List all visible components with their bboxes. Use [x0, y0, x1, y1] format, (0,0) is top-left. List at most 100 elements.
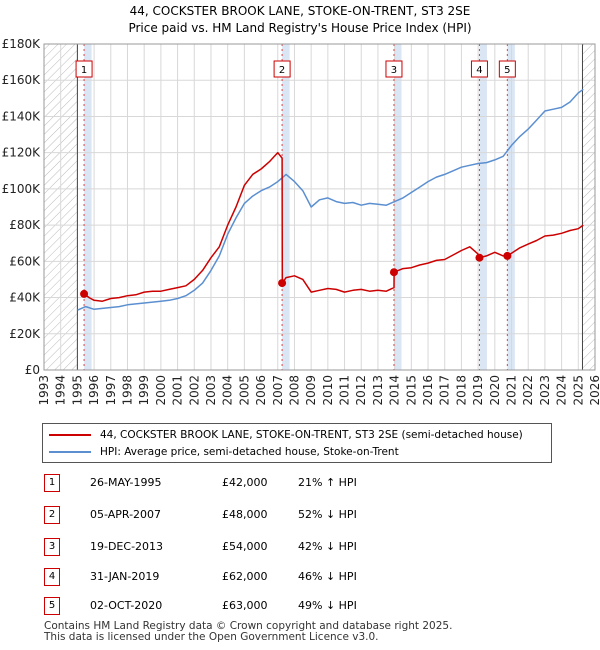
sale-hpi-change: 46% ↓ HPI — [298, 570, 357, 583]
y-tick-label: £140K — [2, 109, 42, 123]
sale-label-2: 2 — [279, 65, 285, 76]
x-tick-label: 2007 — [271, 375, 285, 406]
sale-hpi-change: 42% ↓ HPI — [298, 540, 357, 553]
sale-label-1: 1 — [81, 65, 87, 76]
x-tick-label: 2021 — [505, 375, 519, 406]
x-tick-label: 2000 — [154, 375, 168, 406]
sale-band-4 — [479, 44, 487, 370]
sale-point-2 — [278, 279, 287, 288]
y-tick-label: £80K — [9, 218, 41, 232]
sale-price: £48,000 — [222, 508, 268, 521]
y-tick-label: £0 — [25, 363, 40, 377]
footer-line1: Contains HM Land Registry data © Crown c… — [44, 620, 453, 632]
plot-area — [44, 44, 595, 370]
x-tick-label: 2011 — [338, 375, 352, 406]
y-tick-label: £40K — [9, 291, 41, 305]
sale-label-box-3 — [385, 60, 403, 78]
sale-label-box-4 — [470, 60, 488, 78]
sale-point-3 — [389, 268, 398, 277]
sale-band-1 — [84, 44, 92, 370]
sale-hpi-change: 21% ↑ HPI — [298, 476, 357, 489]
x-tick-label: 2002 — [187, 375, 201, 406]
x-tick-label: 1996 — [87, 375, 101, 406]
sale-label-3: 3 — [391, 65, 397, 76]
y-tick-label: £180K — [2, 37, 42, 51]
x-tick-label: 2018 — [454, 375, 468, 406]
plot-frame — [43, 43, 596, 371]
x-tick-label: 1999 — [137, 375, 151, 406]
sale-date: 05-APR-2007 — [90, 508, 162, 521]
x-tick-label: 1997 — [104, 375, 118, 406]
series-line-hpi — [77, 88, 584, 311]
chart-title-line2: Price paid vs. HM Land Registry's House … — [128, 21, 472, 35]
footer-line2: This data is licensed under the Open Gov… — [44, 631, 379, 643]
x-tick-label: 2019 — [471, 375, 485, 406]
sale-marker-number: 1 — [44, 474, 60, 492]
sale-price: £62,000 — [222, 570, 268, 583]
x-tick-label: 2015 — [404, 375, 418, 406]
sale-label-box-1 — [75, 60, 93, 78]
y-tick-label: £100K — [2, 182, 42, 196]
x-tick-label: 2025 — [571, 375, 585, 406]
legend-swatch-property — [49, 434, 91, 436]
legend-label-hpi: HPI: Average price, semi-detached house,… — [100, 446, 399, 458]
x-tick-label: 2016 — [421, 375, 435, 406]
chart-title-line1: 44, COCKSTER BROOK LANE, STOKE-ON-TRENT,… — [129, 4, 471, 18]
sale-date: 26-MAY-1995 — [90, 476, 162, 489]
x-tick-label: 1993 — [37, 375, 51, 406]
chart-legend: 44, COCKSTER BROOK LANE, STOKE-ON-TRENT,… — [42, 423, 552, 463]
x-tick-label: 1998 — [120, 375, 134, 406]
x-tick-label: 2024 — [555, 375, 569, 406]
x-tick-label: 2022 — [521, 375, 535, 406]
x-tick-label: 2001 — [171, 375, 185, 406]
x-tick-label: 2020 — [488, 375, 502, 406]
sale-date: 31-JAN-2019 — [90, 570, 160, 583]
x-tick-label: 2012 — [354, 375, 368, 406]
x-tick-label: 2017 — [438, 375, 452, 406]
sale-point-5 — [503, 251, 512, 260]
sale-marker-number: 3 — [44, 538, 60, 556]
y-tick-label: £120K — [2, 146, 42, 160]
sale-price: £42,000 — [222, 476, 268, 489]
x-tick-label: 1994 — [54, 375, 68, 406]
sale-price: £54,000 — [222, 540, 268, 553]
x-tick-label: 1995 — [70, 375, 84, 406]
sale-label-5: 5 — [504, 65, 510, 76]
x-tick-label: 2004 — [221, 375, 235, 406]
y-tick-label: £60K — [9, 254, 41, 268]
sale-date: 02-OCT-2020 — [90, 599, 163, 612]
sale-label-box-2 — [273, 60, 291, 78]
legend-swatch-hpi — [49, 451, 91, 453]
x-tick-label: 2014 — [388, 375, 402, 406]
x-tick-label: 2013 — [371, 375, 385, 406]
x-tick-label: 2006 — [254, 375, 268, 406]
x-tick-label: 2003 — [204, 375, 218, 406]
sale-point-1 — [80, 289, 89, 298]
y-tick-label: £160K — [2, 73, 42, 87]
x-tick-label: 2023 — [538, 375, 552, 406]
series-line-property — [83, 151, 584, 302]
hatch-region-1 — [582, 44, 595, 370]
x-tick-label: 2026 — [588, 375, 600, 406]
y-tick-label: £20K — [9, 327, 41, 341]
legend-item-property: 44, COCKSTER BROOK LANE, STOKE-ON-TRENT,… — [49, 427, 523, 443]
x-tick-label: 2009 — [304, 375, 318, 406]
legend-label-property: 44, COCKSTER BROOK LANE, STOKE-ON-TRENT,… — [100, 429, 523, 441]
sale-marker-number: 4 — [44, 568, 60, 586]
sale-date: 19-DEC-2013 — [90, 540, 164, 553]
sale-band-2 — [282, 44, 290, 370]
sale-price: £63,000 — [222, 599, 268, 612]
x-tick-label: 2008 — [287, 375, 301, 406]
sale-hpi-change: 49% ↓ HPI — [298, 599, 357, 612]
sale-label-box-5 — [498, 60, 516, 78]
sale-band-3 — [393, 44, 402, 370]
sale-label-4: 4 — [476, 65, 482, 76]
price-chart: 1 2 3 4 5 £0 £20K £40K £60K £80K £100K £120K £140K £1… — [2, 37, 600, 406]
x-tick-label: 2010 — [321, 375, 335, 406]
sale-hpi-change: 52% ↓ HPI — [298, 508, 357, 521]
sale-point-4 — [475, 253, 484, 262]
x-tick-label: 2005 — [237, 375, 251, 406]
sale-marker-number: 5 — [44, 597, 60, 615]
legend-item-hpi: HPI: Average price, semi-detached house,… — [49, 444, 399, 460]
sale-marker-number: 2 — [44, 506, 60, 524]
